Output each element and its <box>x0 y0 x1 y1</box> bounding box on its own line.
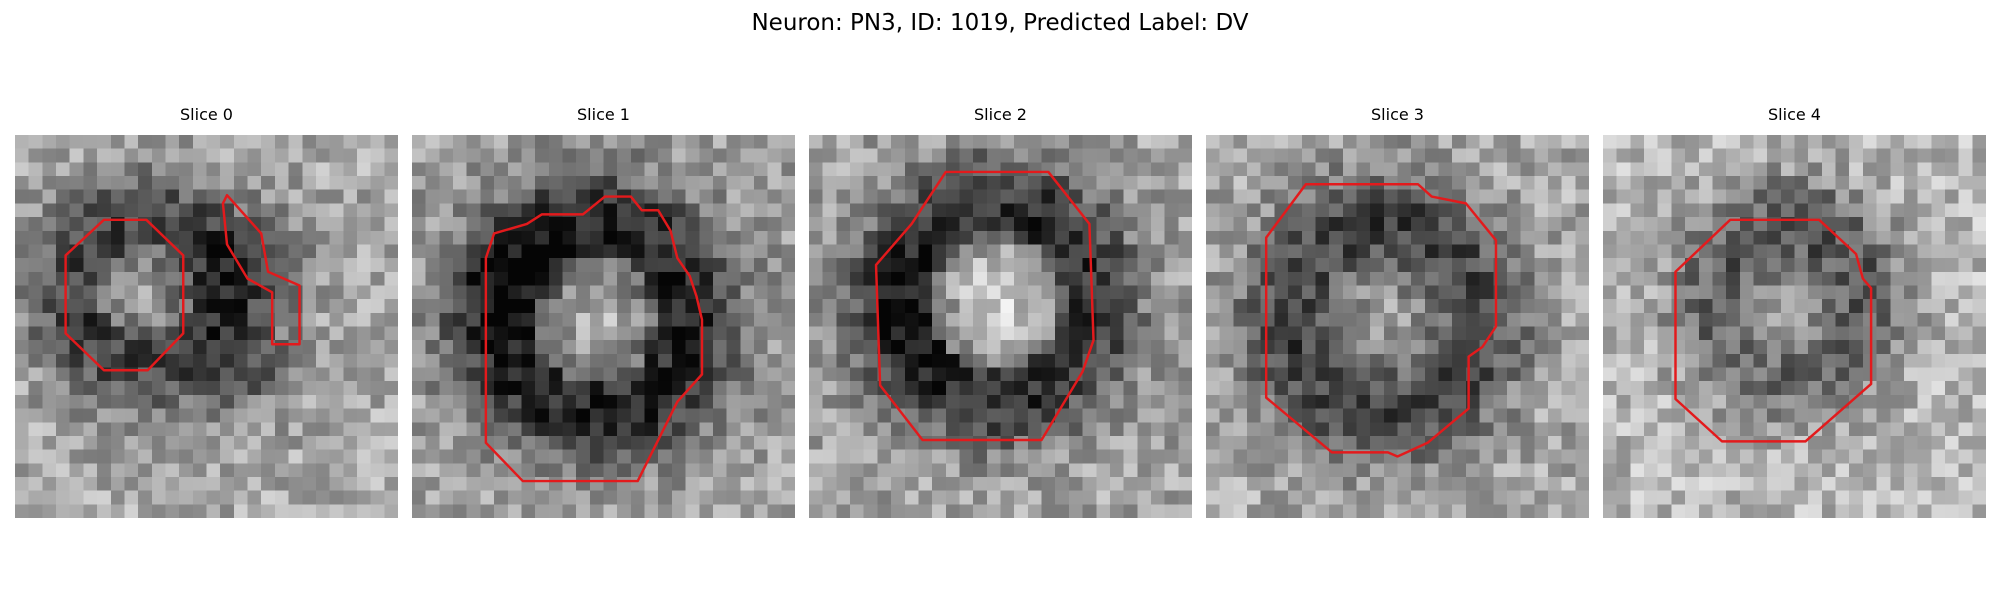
slice-title: Slice 2 <box>974 105 1027 124</box>
segmentation-contours <box>1674 218 1873 443</box>
segmentation-contour <box>1674 218 1873 443</box>
pixel-grid <box>15 135 398 518</box>
segmentation-contours <box>874 170 1095 442</box>
microscopy-slice-image <box>1603 135 1986 518</box>
slice-panel-1: Slice 1 <box>412 105 795 518</box>
pixel-grid <box>1206 135 1589 518</box>
segmentation-contour <box>64 218 185 372</box>
segmentation-contour <box>874 170 1095 442</box>
segmentation-contour <box>1264 183 1498 458</box>
figure-title: Neuron: PN3, ID: 1019, Predicted Label: … <box>751 10 1249 36</box>
slice-panel-2: Slice 2 <box>809 105 1192 518</box>
slice-title: Slice 0 <box>180 105 233 124</box>
microscopy-slice-image <box>1206 135 1589 518</box>
slice-panel-4: Slice 4 <box>1603 105 1986 518</box>
pixel-grid <box>412 135 795 518</box>
microscopy-slice-image <box>15 135 398 518</box>
segmentation-contour <box>221 193 301 346</box>
segmentation-contours <box>484 195 704 483</box>
slice-title: Slice 4 <box>1768 105 1821 124</box>
slice-title: Slice 3 <box>1371 105 1424 124</box>
segmentation-contour <box>484 195 704 483</box>
segmentation-contours <box>1264 183 1498 458</box>
slice-panel-0: Slice 0 <box>15 105 398 518</box>
slice-panel-3: Slice 3 <box>1206 105 1589 518</box>
pixel-grid <box>809 135 1192 518</box>
microscopy-slice-image <box>809 135 1192 518</box>
slice-title: Slice 1 <box>577 105 630 124</box>
pixel-grid <box>1603 135 1986 518</box>
segmentation-contours <box>64 193 301 372</box>
microscopy-slice-image <box>412 135 795 518</box>
